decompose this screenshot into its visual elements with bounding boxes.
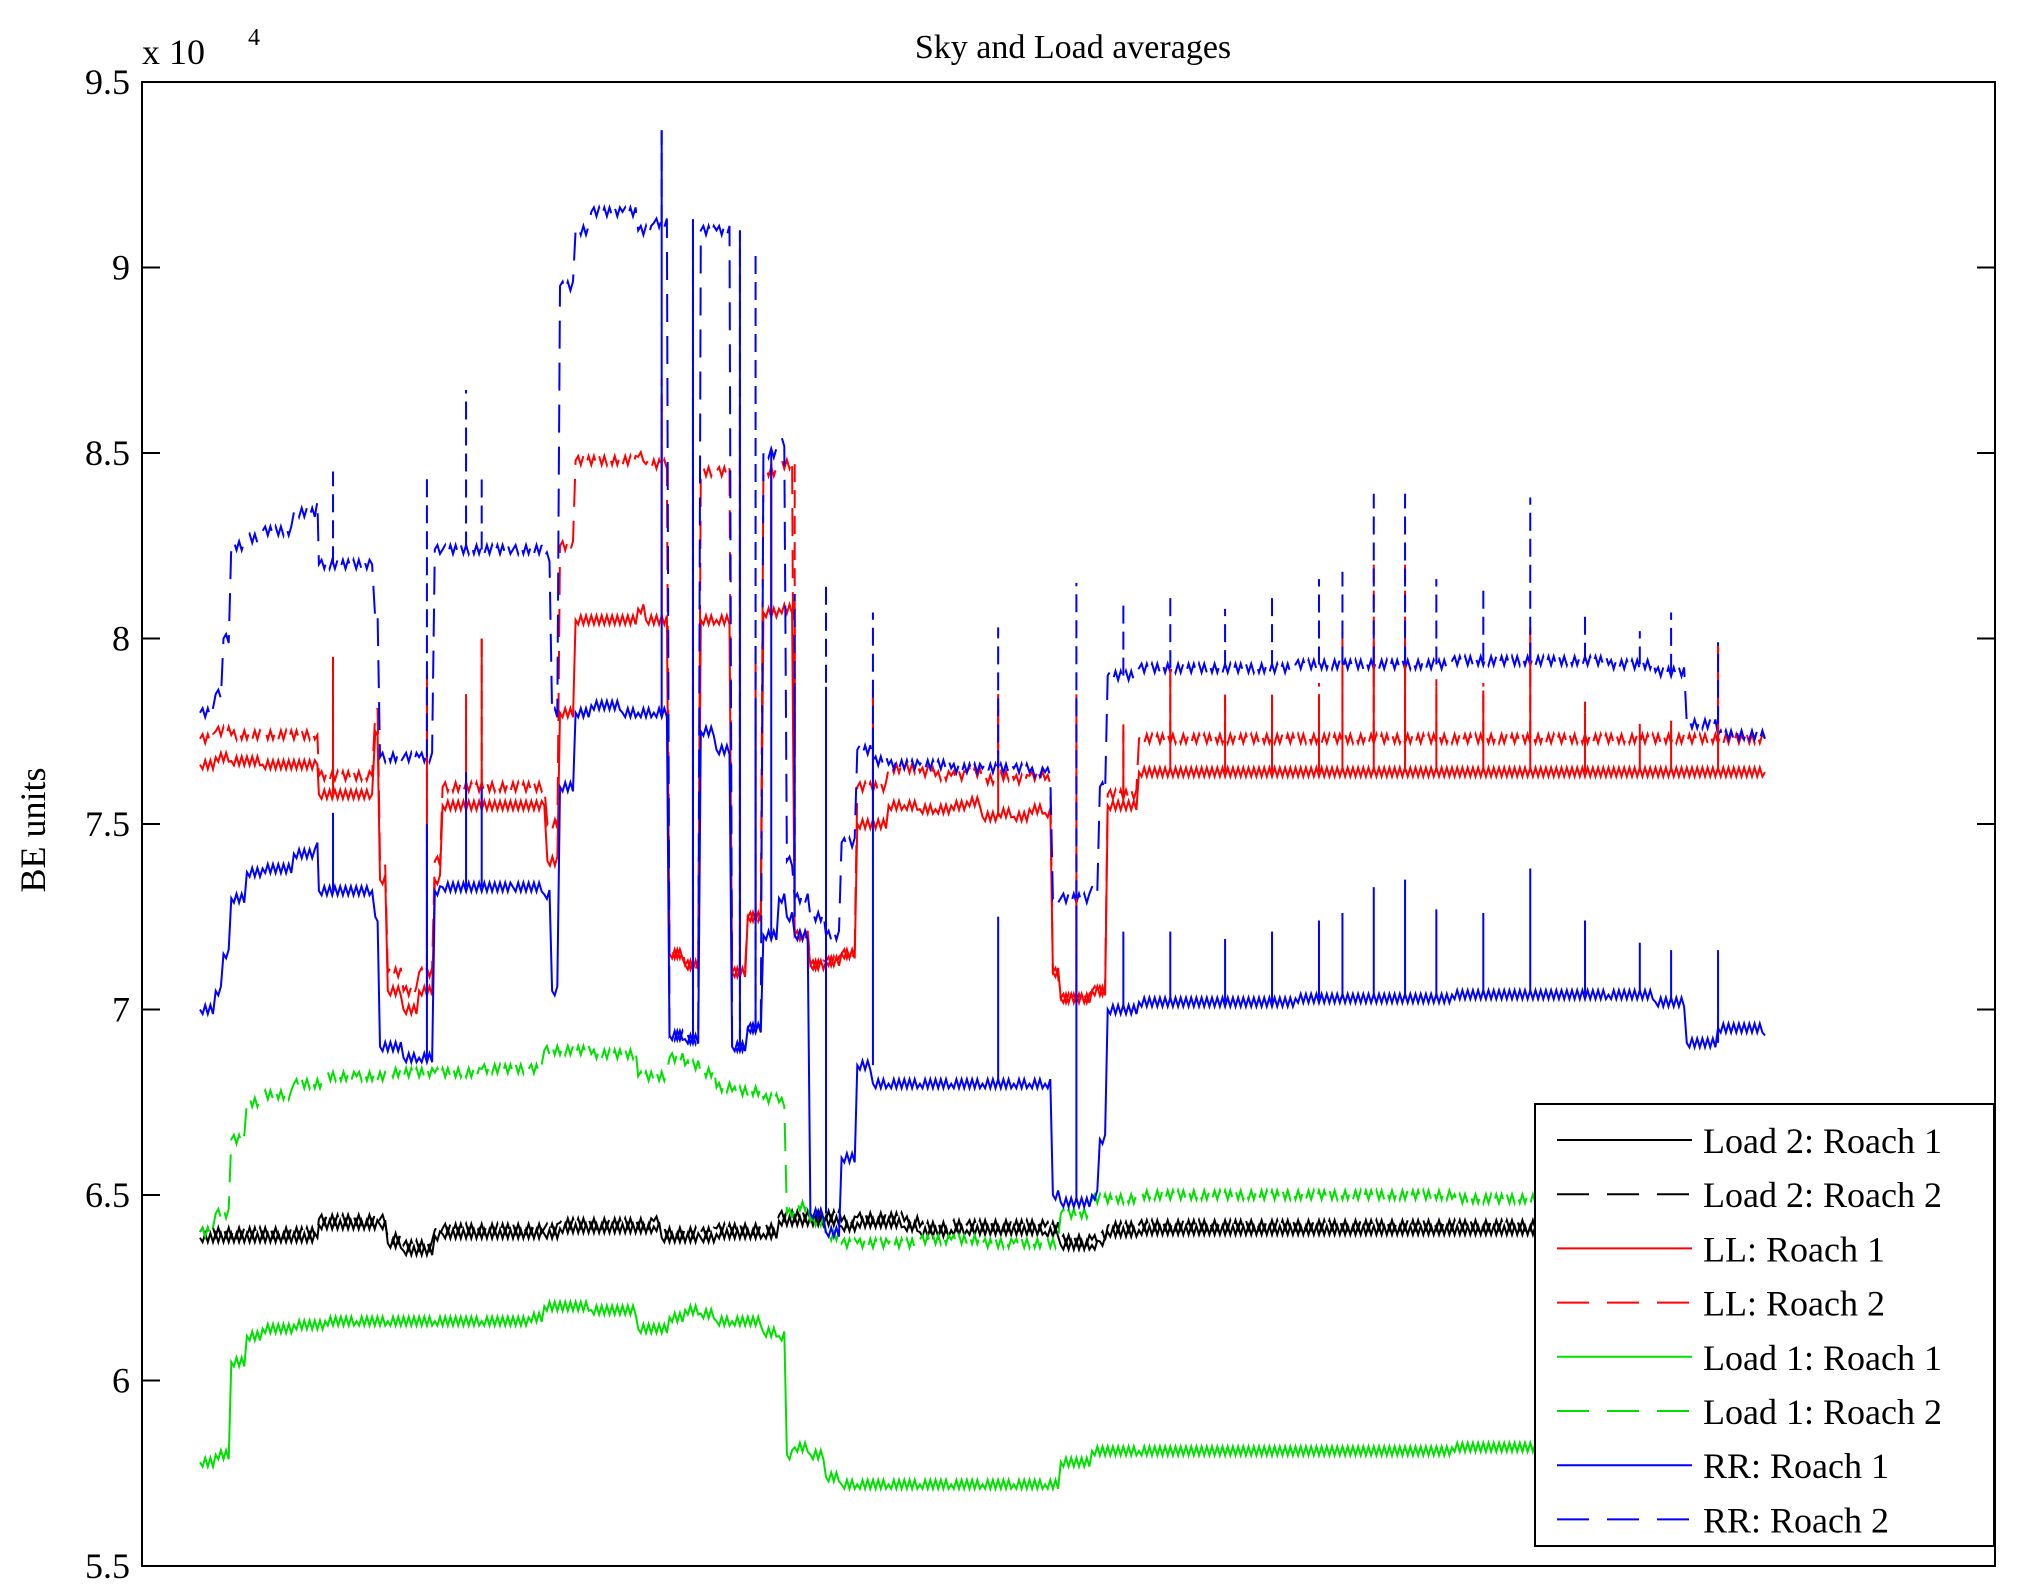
y-multiplier-base: x 10 bbox=[142, 32, 205, 72]
legend-label: Load 2: Roach 1 bbox=[1703, 1121, 1942, 1161]
chart-title: Sky and Load averages bbox=[915, 29, 1231, 66]
series-line bbox=[199, 1042, 1766, 1252]
y-axis-label: BE units bbox=[13, 767, 53, 892]
series-line bbox=[199, 449, 1766, 1007]
legend-label: LL: Roach 2 bbox=[1703, 1284, 1885, 1324]
y-multiplier-exponent: 4 bbox=[248, 25, 260, 51]
series-line bbox=[199, 1207, 1766, 1254]
y-ticks: 5.5 6 6.5 7 7.5 8 8.5 9 9.5 bbox=[85, 62, 1995, 1586]
series-line bbox=[199, 600, 1766, 1018]
y-tick-label: 9 bbox=[112, 248, 130, 288]
y-tick-label: 9.5 bbox=[85, 62, 130, 102]
series-line bbox=[199, 1298, 1766, 1493]
plot-area bbox=[199, 130, 1766, 1493]
y-tick-label: 8.5 bbox=[85, 433, 130, 473]
legend-label: LL: Roach 1 bbox=[1703, 1229, 1885, 1269]
y-tick-label: 8 bbox=[112, 619, 130, 659]
legend-label: Load 1: Roach 2 bbox=[1703, 1392, 1942, 1432]
legend: Load 2: Roach 1 Load 2: Roach 2 LL: Roach … bbox=[1534, 1103, 1995, 1547]
y-tick-label: 7 bbox=[112, 990, 130, 1030]
legend-box bbox=[1534, 1103, 1995, 1547]
y-multiplier: x 10 4 bbox=[142, 25, 260, 72]
legend-label: RR: Roach 1 bbox=[1703, 1446, 1889, 1486]
legend-label: Load 1: Roach 1 bbox=[1703, 1338, 1942, 1378]
series-line bbox=[199, 697, 1766, 1241]
y-tick-label: 7.5 bbox=[85, 804, 130, 844]
y-tick-label: 6 bbox=[112, 1361, 130, 1401]
legend-label: RR: Roach 2 bbox=[1703, 1500, 1889, 1540]
y-tick-label: 5.5 bbox=[85, 1546, 130, 1586]
series-line bbox=[199, 203, 1766, 1055]
legend-label: Load 2: Roach 2 bbox=[1703, 1175, 1942, 1215]
series-line bbox=[199, 1212, 1766, 1259]
y-tick-label: 6.5 bbox=[85, 1175, 130, 1215]
plot-frame bbox=[141, 81, 1996, 1567]
